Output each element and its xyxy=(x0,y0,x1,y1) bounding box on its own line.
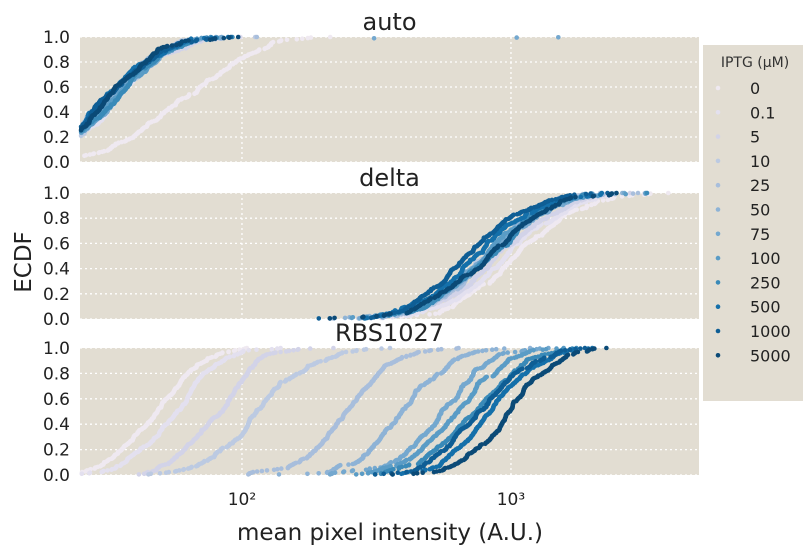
data-point xyxy=(195,38,200,43)
data-point xyxy=(631,191,636,196)
y-tick-label: 0.6 xyxy=(43,78,70,98)
data-point xyxy=(295,37,300,42)
data-point xyxy=(569,195,574,200)
y-tick-label: 0.2 xyxy=(43,128,70,148)
plot-area xyxy=(80,193,699,319)
data-point xyxy=(236,35,241,40)
y-tick-label: 1.0 xyxy=(43,339,70,359)
panel-title: auto xyxy=(362,8,416,36)
y-tick-label: 0.6 xyxy=(43,390,70,410)
data-point xyxy=(579,195,584,200)
data-point xyxy=(257,47,262,52)
data-point xyxy=(227,35,232,40)
data-point xyxy=(285,38,290,43)
data-point xyxy=(101,469,106,474)
data-point xyxy=(92,151,97,156)
data-point xyxy=(233,348,238,353)
data-point xyxy=(213,36,218,41)
data-point xyxy=(610,191,615,196)
data-point xyxy=(186,38,191,43)
y-tick-label: 0.0 xyxy=(43,310,70,330)
data-point xyxy=(388,312,393,317)
data-point xyxy=(592,194,597,199)
data-point xyxy=(309,35,314,40)
data-point xyxy=(220,350,225,355)
data-point xyxy=(666,191,671,196)
data-point xyxy=(574,207,579,212)
data-point xyxy=(80,472,85,477)
data-point xyxy=(317,316,322,321)
data-point xyxy=(226,349,231,354)
data-point xyxy=(545,207,550,212)
data-point xyxy=(300,36,305,41)
plot-area xyxy=(80,348,699,475)
data-point xyxy=(600,191,605,196)
data-point xyxy=(187,92,192,97)
data-point xyxy=(254,35,259,40)
y-tick-label: 1.0 xyxy=(43,184,70,204)
data-point xyxy=(84,153,89,158)
outlier-point xyxy=(372,36,377,41)
data-point xyxy=(428,296,433,301)
data-point xyxy=(645,191,650,196)
data-point xyxy=(374,314,379,319)
data-point xyxy=(433,312,438,317)
data-point xyxy=(222,36,227,41)
data-point xyxy=(328,316,333,321)
data-point xyxy=(170,43,175,48)
outlier-point xyxy=(556,35,561,40)
y-tick-label: 0.4 xyxy=(43,260,70,280)
y-tick-label: 0.8 xyxy=(43,53,70,73)
data-point xyxy=(271,40,276,45)
panels-group: 0.0 0.2 0.4 0.6 0.8 1.0 auto 0.0 0.2 0.4 0.6 0.8 1.0… xyxy=(43,8,699,510)
y-tick-label: 0.6 xyxy=(43,234,70,254)
y-tick-label: 0.4 xyxy=(43,415,70,435)
plot-area xyxy=(80,37,699,162)
data-point xyxy=(623,192,628,197)
y-tick-label: 0.0 xyxy=(43,466,70,486)
data-point xyxy=(88,470,93,475)
data-point xyxy=(427,312,432,317)
data-point xyxy=(636,191,641,196)
outlier-point xyxy=(514,35,519,40)
y-tick-label: 0.4 xyxy=(43,103,70,123)
y-tick-label: 0.2 xyxy=(43,285,70,305)
data-point xyxy=(614,191,619,196)
data-point xyxy=(383,313,388,318)
data-point xyxy=(279,38,284,43)
y-tick-label: 0.8 xyxy=(43,364,70,384)
y-tick-label: 0.2 xyxy=(43,441,70,461)
data-point xyxy=(584,192,589,197)
data-point xyxy=(496,243,501,248)
y-tick-label: 0.8 xyxy=(43,209,70,229)
data-point xyxy=(573,195,578,200)
panel-title: delta xyxy=(359,164,420,192)
data-point xyxy=(165,44,170,49)
y-tick-label: 0.0 xyxy=(43,153,70,173)
data-point xyxy=(328,35,333,40)
y-tick-label: 1.0 xyxy=(43,28,70,48)
data-point xyxy=(105,468,110,473)
